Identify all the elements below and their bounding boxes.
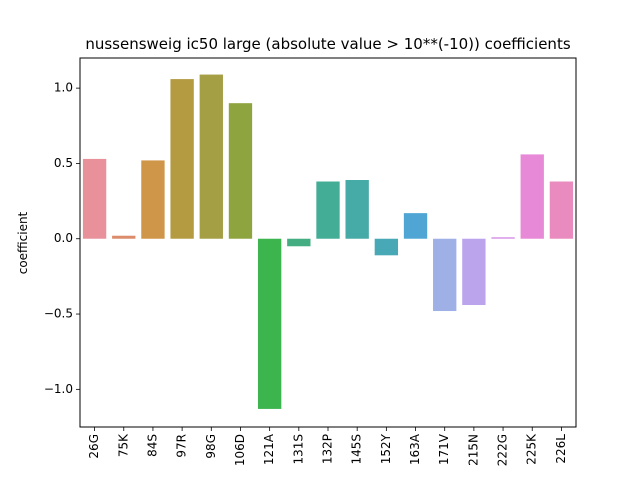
plot-area-frame [79, 57, 577, 428]
y-tick-label: −1.0 [44, 382, 73, 396]
y-tick-label: 0.0 [54, 231, 73, 245]
bar-106d [228, 103, 253, 239]
x-tick-label: 222G [496, 434, 510, 466]
x-tick-label: 75K [116, 433, 130, 457]
bar-121a [257, 238, 282, 409]
x-tick-label: 171V [437, 433, 451, 465]
bar-98g [199, 74, 223, 239]
x-tick-label: 131S [291, 434, 305, 465]
x-tick-label: 132P [321, 434, 335, 464]
y-tick-label: 0.5 [54, 156, 73, 170]
bar-132p [316, 181, 340, 239]
x-tick-label: 163A [408, 433, 422, 465]
y-tick-label: 1.0 [54, 81, 73, 95]
bar-145s [345, 179, 369, 239]
bar-215n [462, 238, 486, 306]
y-ticks: −1.0 −0.5 0.0 0.5 1.0 [44, 81, 80, 396]
x-tick-label: 215N [466, 434, 480, 466]
bar-75k [112, 235, 136, 239]
y-tick-label: −0.5 [44, 307, 73, 321]
x-tick-label: 84S [145, 434, 159, 457]
x-ticks: 26G 75K 84S 97R 98G 106D 121A 131S 132P 145S 152Y 1… [87, 427, 568, 466]
x-tick-label: 226L [554, 434, 568, 464]
bar-171v [433, 238, 457, 312]
bar-152y [374, 238, 399, 256]
y-axis-label: coefficient [16, 211, 30, 274]
bar-226l [549, 181, 574, 239]
x-tick-label: 97R [175, 434, 189, 458]
bar-163a [403, 213, 428, 239]
x-tick-label: 225K [525, 433, 539, 465]
x-tick-label: 98G [204, 434, 218, 459]
bar-131s [287, 238, 311, 247]
x-tick-label: 106D [233, 434, 247, 466]
bar-97r [170, 79, 194, 239]
bars-group [82, 74, 574, 409]
x-tick-label: 152Y [379, 433, 393, 464]
bar-225k [520, 154, 544, 239]
bar-84s [141, 160, 165, 239]
x-tick-label: 145S [350, 434, 364, 465]
x-tick-label: 121A [262, 433, 276, 465]
bar-26g [82, 158, 107, 239]
x-tick-label: 26G [87, 434, 101, 459]
bar-222g [491, 237, 515, 239]
chart-title: nussensweig ic50 large (absolute value >… [85, 35, 570, 53]
